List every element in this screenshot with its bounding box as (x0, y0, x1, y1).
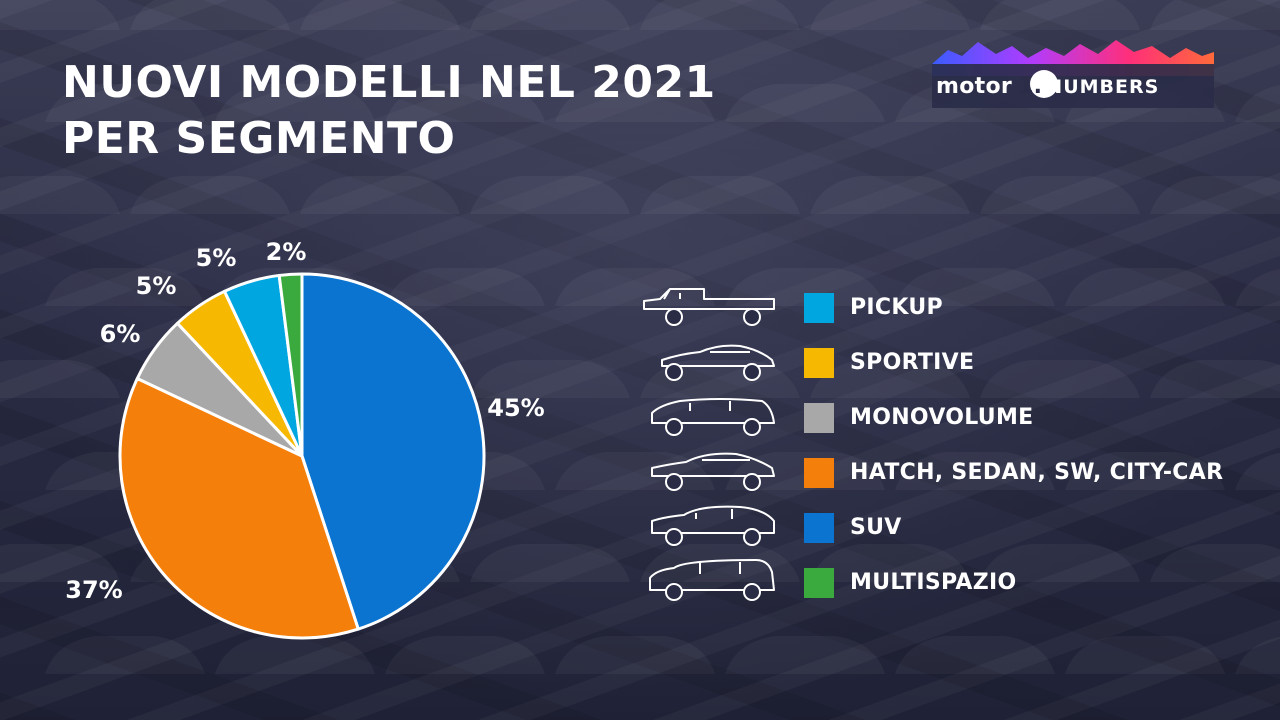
background-car-shape (470, 0, 630, 30)
minivan-icon (651, 398, 775, 436)
chart-title-line-2: PER SEGMENTO (62, 113, 456, 164)
background-car-shape (1150, 360, 1280, 398)
legend-item-hatch-sedan-sw-city-car: HATCH, SEDAN, SW, CITY-CAR (640, 448, 1260, 498)
background-car-shape (640, 176, 800, 214)
pie-slice-multispazio (277, 272, 304, 458)
pie-percent-label: 5% (195, 244, 237, 272)
background-car-shape (980, 0, 1140, 30)
background-car-shape (980, 360, 1140, 398)
legend-swatch (804, 513, 834, 543)
background-car-shape (385, 84, 545, 122)
background-car-shape (640, 0, 800, 30)
legend-item-suv: SUV (640, 503, 1260, 553)
background-car-shape (1065, 268, 1225, 306)
logo-suffix: NUMBERS (1046, 76, 1160, 98)
legend-swatch (804, 293, 834, 323)
background-car-shape (0, 544, 120, 582)
background-car-shape (725, 268, 885, 306)
pickup-truck-icon (643, 288, 775, 326)
background-car-shape (385, 636, 545, 674)
background-car-shape (810, 360, 970, 398)
chart-title: NUOVI MODELLI NEL 2021 PER SEGMENTO (62, 55, 716, 167)
background-car-shape (470, 176, 630, 214)
pie-percent-label: 45% (487, 394, 545, 422)
background-car-shape (470, 360, 630, 398)
pie-percent-label: 6% (99, 320, 141, 348)
background-car-shape (45, 636, 205, 674)
background-car-shape (1235, 84, 1280, 122)
background-car-shape (810, 176, 970, 214)
background-car-shape (980, 544, 1140, 582)
background-car-shape (470, 544, 630, 582)
background-car-shape (1065, 452, 1225, 490)
background-car-shape (1150, 0, 1280, 30)
background-car-shape (980, 176, 1140, 214)
logo-digit: 1. (1018, 74, 1043, 99)
sedan-icon (651, 452, 775, 491)
pie-slice-hatch-sedan-sw-city-car (118, 377, 360, 640)
legend-label: MONOVOLUME (850, 405, 1034, 430)
background-car-shape (810, 544, 970, 582)
suv-icon (651, 505, 775, 546)
background-car-shape (215, 636, 375, 674)
pie-slice-suv (300, 272, 486, 631)
multispace-van-icon (649, 559, 775, 601)
background-car-shape (555, 268, 715, 306)
background-car-shape (725, 84, 885, 122)
background-car-shape (895, 636, 1055, 674)
background-car-shape (1235, 636, 1280, 674)
legend-label: SPORTIVE (850, 350, 975, 375)
sports-car-icon (661, 344, 775, 381)
background-car-shape (0, 0, 120, 30)
legend-swatch (804, 458, 834, 488)
background-car-shape (1150, 544, 1280, 582)
background-car-shape (130, 176, 290, 214)
legend-swatch (804, 568, 834, 598)
pie-percent-label: 2% (265, 238, 307, 266)
pie-percent-label: 5% (135, 272, 177, 300)
background-car-shape (1235, 268, 1280, 306)
pie-percent-label: 37% (65, 576, 123, 604)
background-car-shape (0, 360, 120, 398)
background-car-shape (45, 268, 205, 306)
legend-swatch (804, 348, 834, 378)
legend-item-sportive: SPORTIVE (640, 338, 1260, 388)
background-car-shape (725, 636, 885, 674)
legend-label: HATCH, SEDAN, SW, CITY-CAR (850, 460, 1224, 485)
background-car-shape (1150, 176, 1280, 214)
background-car-shape (45, 84, 205, 122)
legend-item-multispazio: MULTISPAZIO (640, 558, 1260, 608)
legend-item-pickup: PICKUP (640, 283, 1260, 333)
background-car-shape (895, 452, 1055, 490)
background-car-shape (555, 84, 715, 122)
background-car-shape (300, 176, 460, 214)
logo-wordmark: motor 1. NUMBERS (936, 72, 1159, 102)
background-car-shape (555, 636, 715, 674)
background-car-shape (810, 0, 970, 30)
legend-swatch (804, 403, 834, 433)
chart-title-line-1: NUOVI MODELLI NEL 2021 (62, 57, 716, 108)
background-car-shape (130, 0, 290, 30)
background-car-shape (1235, 452, 1280, 490)
background-car-shape (0, 176, 120, 214)
logo-word: motor (936, 74, 1013, 99)
background-car-shape (215, 84, 375, 122)
legend-item-monovolume: MONOVOLUME (640, 393, 1260, 443)
background-car-shape (300, 0, 460, 30)
background-car-shape (1065, 636, 1225, 674)
legend-label: PICKUP (850, 295, 943, 320)
motor1-numbers-logo (932, 40, 1214, 108)
background-car-shape (640, 544, 800, 582)
background-car-shape (895, 268, 1055, 306)
legend-label: MULTISPAZIO (850, 570, 1017, 595)
legend-label: SUV (850, 515, 902, 540)
background-car-shape (385, 268, 545, 306)
